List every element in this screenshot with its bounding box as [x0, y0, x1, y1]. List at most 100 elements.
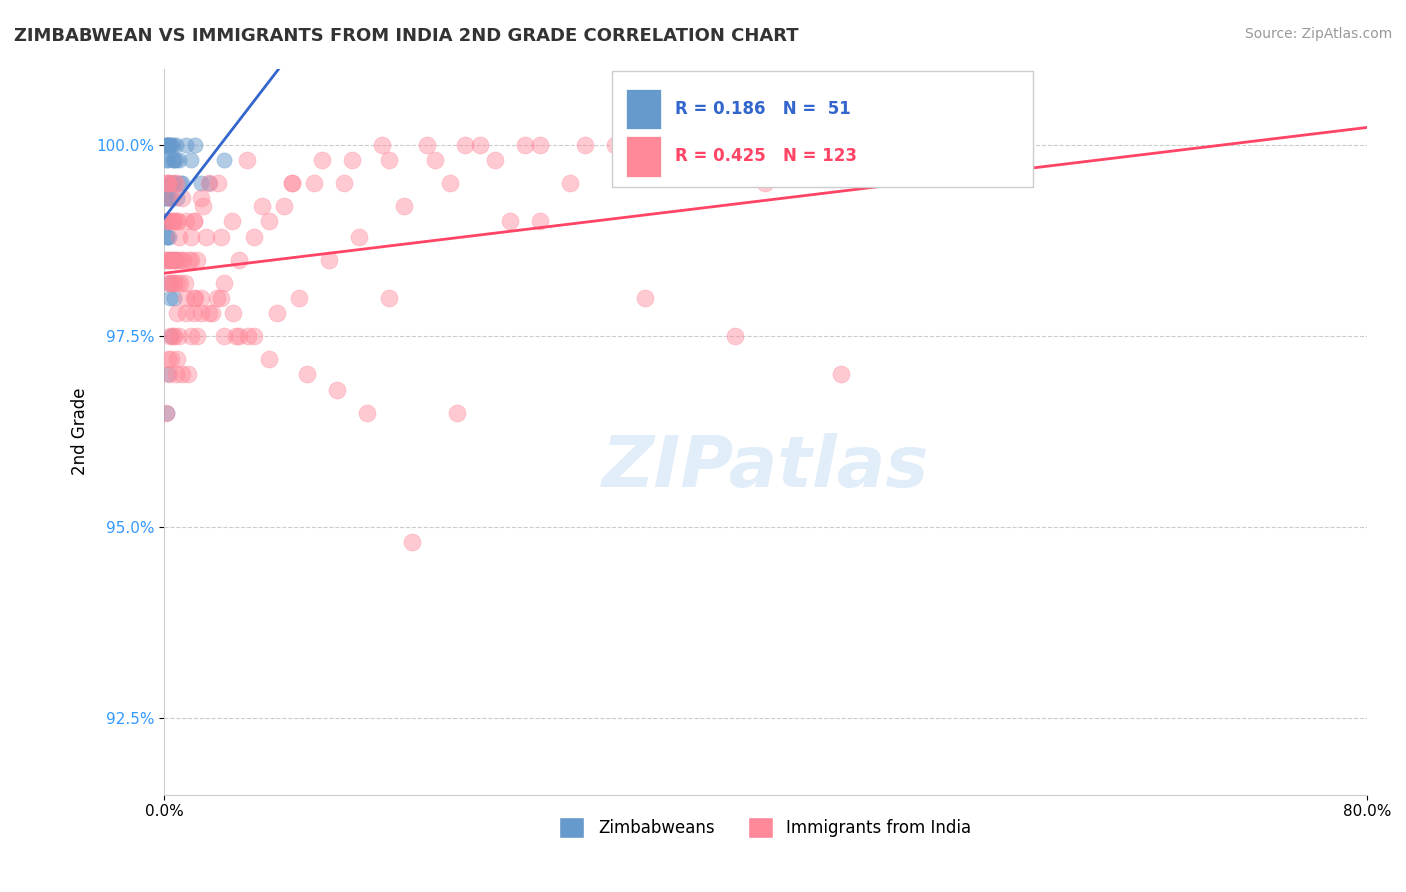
- Point: [166, 276, 188, 290]
- Point: [558, 176, 581, 190]
- Text: R = 0.425   N = 123: R = 0.425 N = 123: [675, 147, 856, 165]
- Point: [162, 329, 184, 343]
- Point: [169, 276, 191, 290]
- Point: [166, 306, 188, 320]
- Point: [157, 368, 180, 382]
- Point: [304, 176, 326, 190]
- Point: [205, 291, 228, 305]
- Point: [157, 229, 180, 244]
- Point: [356, 405, 378, 419]
- Point: [195, 229, 218, 244]
- Point: [159, 276, 181, 290]
- Text: ZIMBABWEAN VS IMMIGRANTS FROM INDIA 2ND GRADE CORRELATION CHART: ZIMBABWEAN VS IMMIGRANTS FROM INDIA 2ND …: [14, 27, 799, 45]
- Point: [529, 214, 551, 228]
- Point: [209, 291, 232, 305]
- Point: [159, 252, 181, 267]
- Point: [184, 291, 207, 305]
- Point: [163, 252, 186, 267]
- Point: [201, 306, 224, 320]
- Point: [170, 176, 193, 190]
- Point: [228, 329, 250, 343]
- Point: [190, 306, 212, 320]
- Point: [207, 176, 229, 190]
- Point: [157, 276, 180, 290]
- Point: [156, 138, 179, 153]
- Point: [423, 153, 446, 168]
- Point: [172, 252, 194, 267]
- Point: [163, 276, 186, 290]
- Point: [162, 138, 184, 153]
- Point: [166, 191, 188, 205]
- Point: [160, 214, 183, 228]
- Point: [191, 199, 214, 213]
- Point: [180, 252, 202, 267]
- Point: [170, 252, 193, 267]
- Point: [416, 138, 439, 153]
- Point: [155, 214, 177, 228]
- Point: [280, 176, 302, 190]
- Point: [273, 199, 295, 213]
- Point: [156, 252, 179, 267]
- Point: [176, 306, 198, 320]
- Point: [529, 138, 551, 153]
- Point: [176, 214, 198, 228]
- Point: [163, 252, 186, 267]
- Point: [484, 153, 506, 168]
- Point: [198, 306, 221, 320]
- Point: [311, 153, 333, 168]
- Point: [156, 153, 179, 168]
- Point: [157, 368, 180, 382]
- Point: [318, 252, 340, 267]
- Point: [159, 138, 181, 153]
- Point: [288, 291, 311, 305]
- Point: [250, 199, 273, 213]
- Point: [198, 176, 221, 190]
- Point: [295, 368, 318, 382]
- Point: [166, 214, 188, 228]
- Point: [446, 405, 468, 419]
- Point: [212, 276, 235, 290]
- Point: [177, 368, 200, 382]
- Point: [980, 153, 1002, 168]
- Point: [228, 252, 250, 267]
- Point: [266, 306, 288, 320]
- Point: [190, 176, 212, 190]
- Point: [371, 138, 394, 153]
- Point: [159, 329, 181, 343]
- Point: [157, 276, 180, 290]
- Point: [180, 153, 202, 168]
- Point: [349, 229, 371, 244]
- Point: [222, 306, 245, 320]
- Point: [212, 329, 235, 343]
- Point: [724, 329, 747, 343]
- Point: [190, 291, 212, 305]
- Point: [163, 291, 186, 305]
- Point: [165, 138, 187, 153]
- Point: [634, 291, 657, 305]
- Point: [156, 214, 179, 228]
- Point: [155, 138, 177, 153]
- Point: [159, 252, 181, 267]
- Point: [499, 214, 522, 228]
- Point: [156, 176, 179, 190]
- Point: [183, 291, 205, 305]
- Point: [163, 176, 186, 190]
- Point: [333, 176, 356, 190]
- Point: [280, 176, 302, 190]
- Point: [468, 138, 491, 153]
- Y-axis label: 2nd Grade: 2nd Grade: [72, 388, 89, 475]
- Point: [235, 153, 257, 168]
- Point: [163, 176, 186, 190]
- Point: [162, 214, 184, 228]
- Point: [160, 329, 183, 343]
- Point: [225, 329, 247, 343]
- Point: [169, 176, 191, 190]
- Point: [170, 191, 193, 205]
- Point: [170, 368, 193, 382]
- Point: [243, 329, 266, 343]
- Point: [156, 229, 179, 244]
- Point: [257, 214, 280, 228]
- Point: [165, 252, 187, 267]
- Point: [167, 229, 190, 244]
- Point: [160, 176, 183, 190]
